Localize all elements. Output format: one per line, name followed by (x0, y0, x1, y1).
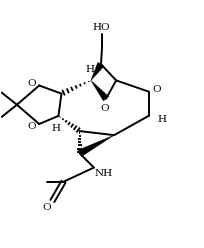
Text: NH: NH (95, 169, 113, 178)
Text: HO: HO (92, 23, 110, 32)
Polygon shape (91, 62, 104, 80)
Text: H: H (157, 115, 166, 124)
Text: O: O (152, 85, 161, 94)
Polygon shape (78, 135, 114, 156)
Text: O: O (28, 79, 36, 88)
Text: O: O (101, 104, 109, 113)
Polygon shape (91, 80, 109, 101)
Text: O: O (28, 122, 36, 130)
Text: H: H (85, 65, 94, 74)
Text: H: H (52, 124, 61, 133)
Text: O: O (42, 203, 51, 212)
